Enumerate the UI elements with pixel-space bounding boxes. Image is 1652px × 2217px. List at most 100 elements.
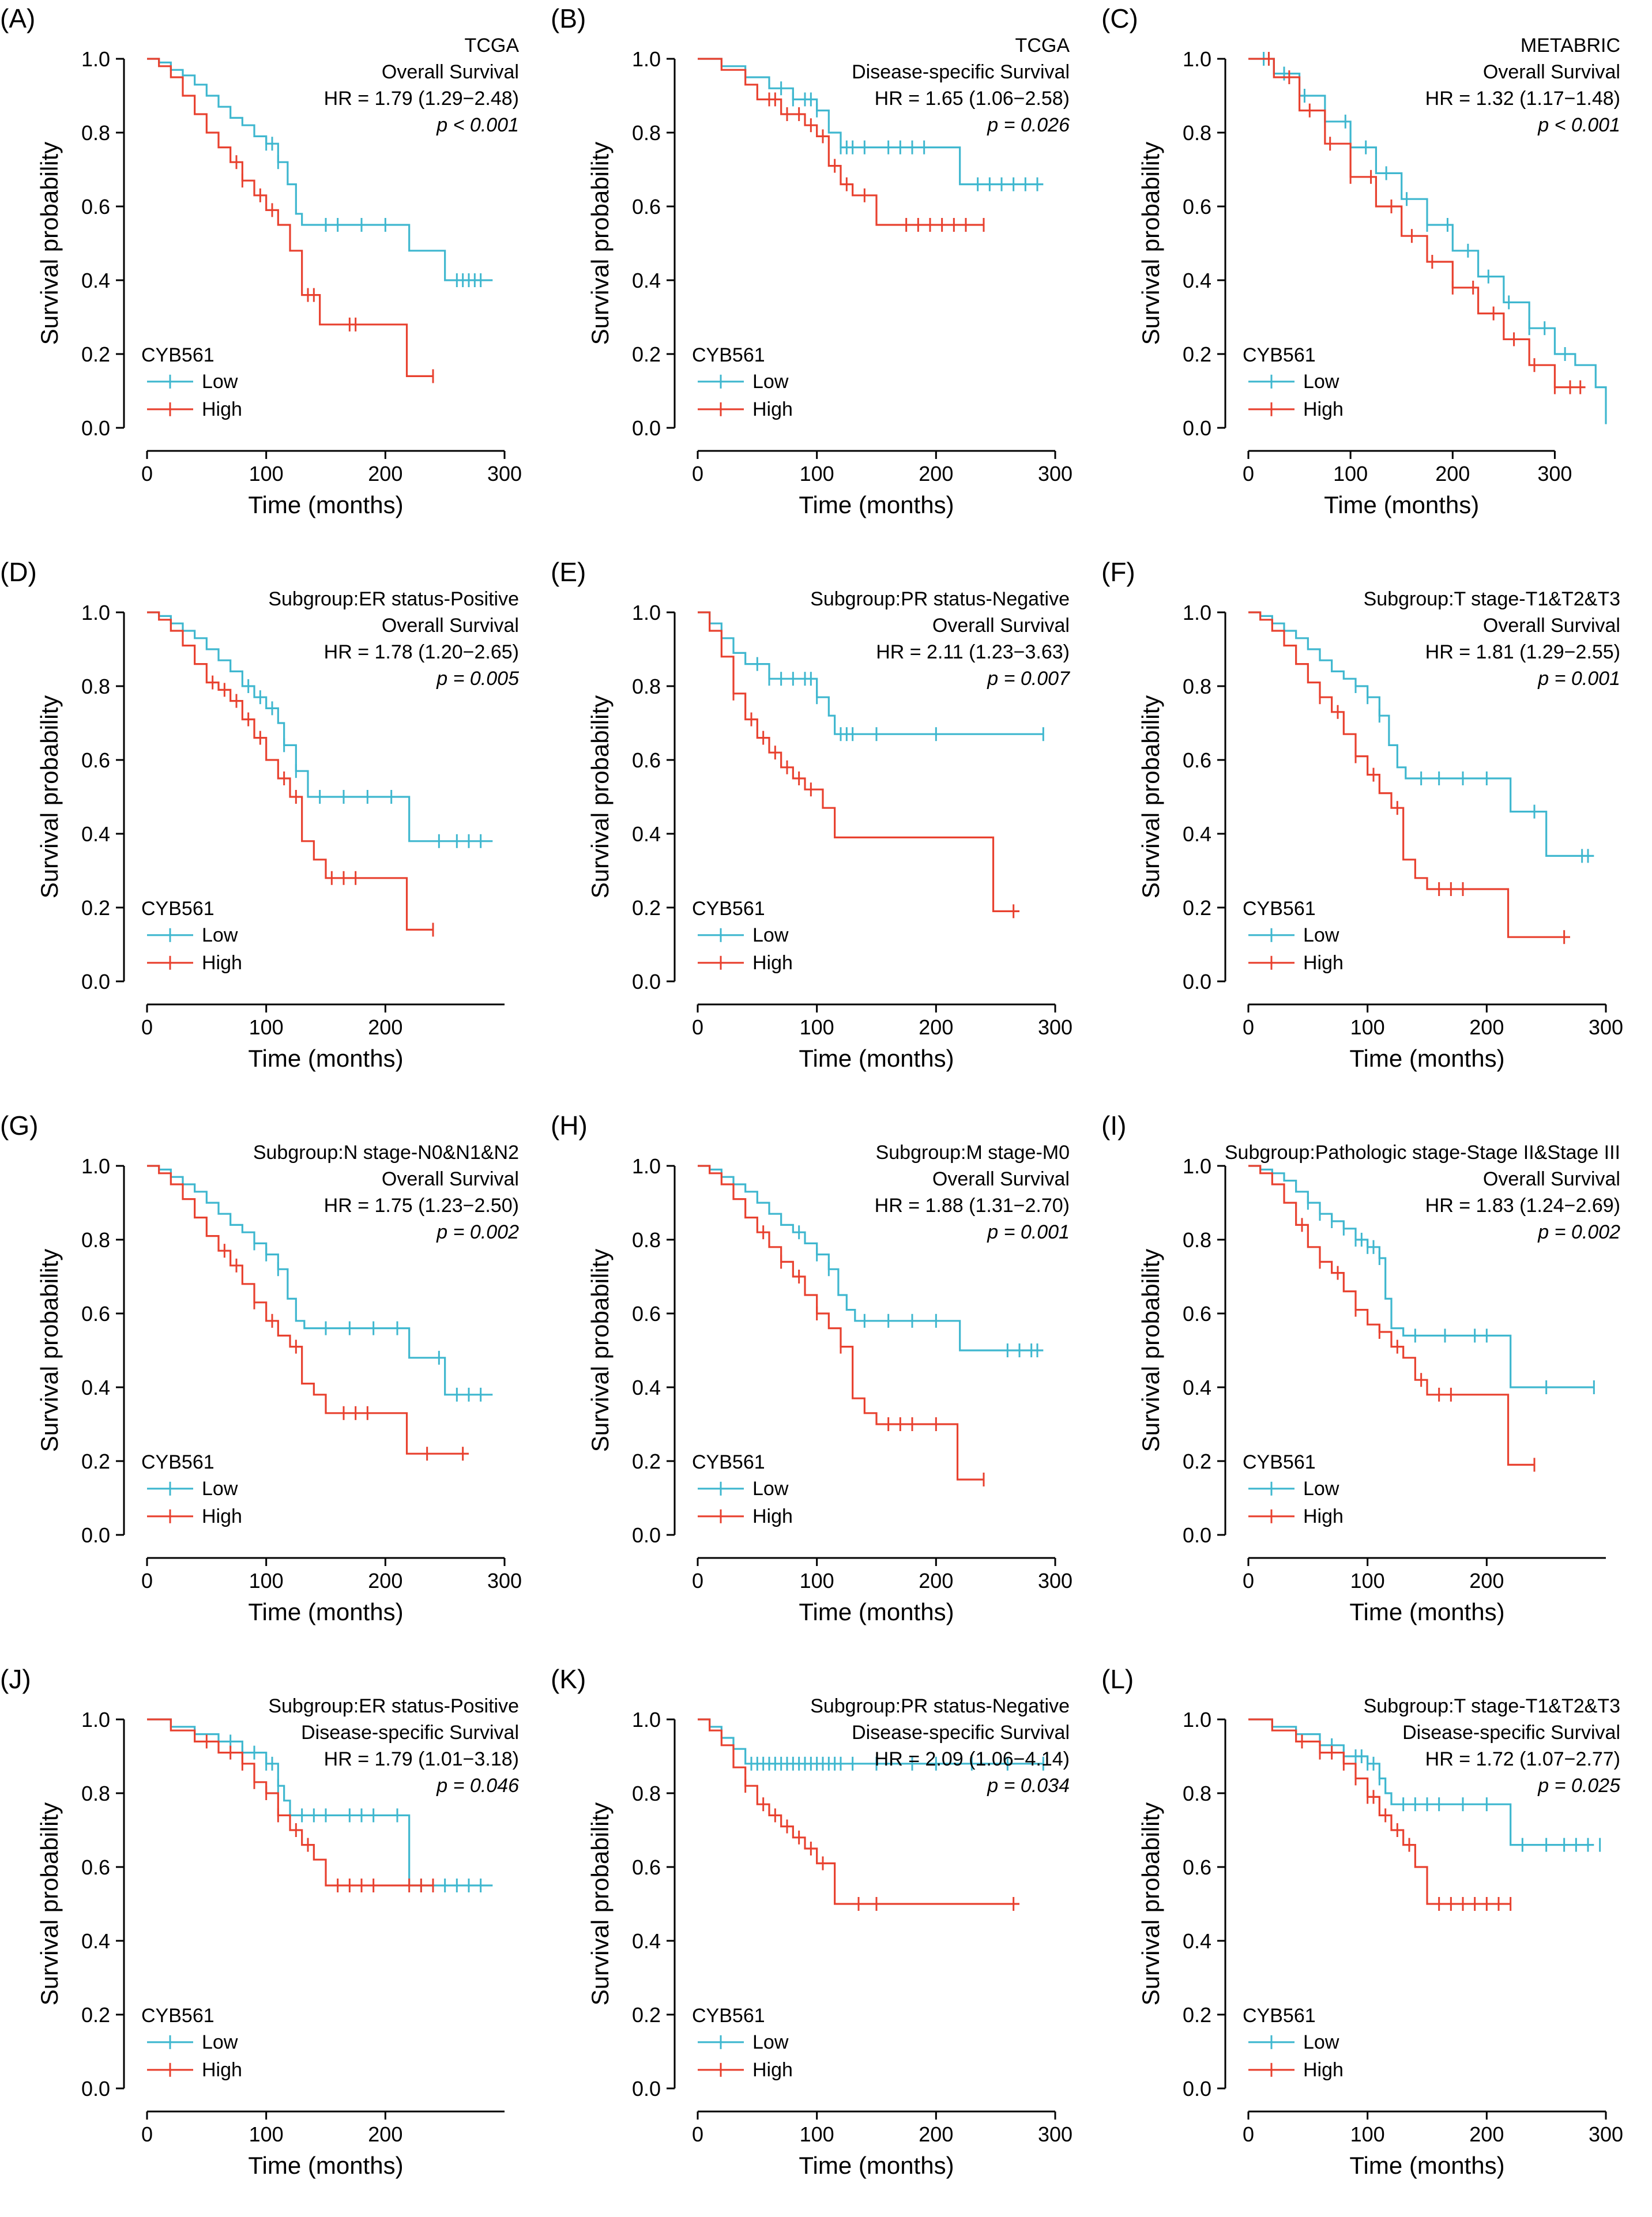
panel-label: (L) bbox=[1101, 1664, 1134, 1694]
km-chart: (D) 0.0 0.2 0.4 0.6 0.8 1.0 0 100 200 Time (months… bbox=[0, 557, 519, 1072]
legend-entry-low: Low bbox=[1303, 1478, 1339, 1500]
x-tick-label: 100 bbox=[800, 1015, 834, 1039]
legend-title: CYB561 bbox=[1243, 344, 1316, 366]
legend-title: CYB561 bbox=[692, 898, 765, 920]
legend-title: CYB561 bbox=[692, 344, 765, 366]
annotation-line: Overall Survival bbox=[382, 615, 519, 637]
legend-entry-high: High bbox=[752, 952, 793, 974]
km-panel-c: (C) 0.0 0.2 0.4 0.6 0.8 1.0 0 100 200 300 Time (mon… bbox=[1101, 0, 1652, 554]
annotation-line: p = 0.026 bbox=[987, 114, 1070, 136]
annotation-line: Subgroup:PR status-Negative bbox=[810, 1695, 1070, 1717]
legend-title: CYB561 bbox=[1243, 1451, 1316, 1473]
survival-curve-high bbox=[1248, 58, 1586, 389]
series-low bbox=[147, 1165, 493, 1402]
x-tick-label: 0 bbox=[1243, 462, 1254, 485]
series-high bbox=[147, 58, 434, 383]
annotation-line: Overall Survival bbox=[1483, 615, 1620, 637]
annotation-line: METABRIC bbox=[1521, 35, 1620, 57]
y-tick-label: 0.6 bbox=[632, 748, 661, 772]
panel-label: (B) bbox=[551, 3, 586, 33]
y-tick-label: 0.8 bbox=[81, 1782, 110, 1805]
annotation-line: HR = 1.78 (1.20−2.65) bbox=[324, 641, 519, 663]
legend: CYB561 Low High bbox=[141, 898, 242, 974]
legend-title: CYB561 bbox=[1243, 898, 1316, 920]
km-panel-g: (G) 0.0 0.2 0.4 0.6 0.8 1.0 0 100 200 300 Time (mon… bbox=[0, 1107, 551, 1661]
x-tick-label: 100 bbox=[249, 1569, 284, 1593]
x-axis-title: Time (months) bbox=[248, 1598, 403, 1625]
km-chart: (H) 0.0 0.2 0.4 0.6 0.8 1.0 0 100 200 300 Time (mon… bbox=[551, 1111, 1073, 1625]
annotation-line: Disease-specific Survival bbox=[1402, 1722, 1620, 1744]
series-low bbox=[698, 611, 1044, 741]
annotation-line: HR = 1.75 (1.23−2.50) bbox=[324, 1195, 519, 1217]
y-tick-label: 0.4 bbox=[81, 1929, 110, 1953]
annotation-line: Overall Survival bbox=[382, 61, 519, 83]
km-chart: (I) 0.0 0.2 0.4 0.6 0.8 1.0 0 100 200 Time (months… bbox=[1101, 1111, 1620, 1625]
survival-curve-low bbox=[147, 1718, 493, 1887]
annotation-line: HR = 1.65 (1.06−2.58) bbox=[875, 88, 1070, 110]
series-high bbox=[1248, 1718, 1512, 1911]
y-tick-label: 0.2 bbox=[81, 342, 110, 366]
y-tick-label: 0.6 bbox=[632, 195, 661, 219]
km-panel-k: (K) 0.0 0.2 0.4 0.6 0.8 1.0 0 100 200 300 Time (mon… bbox=[551, 1661, 1101, 2214]
legend: CYB561 Low High bbox=[692, 2005, 793, 2081]
annotation-line: p < 0.001 bbox=[1537, 114, 1620, 136]
legend: CYB561 Low High bbox=[692, 898, 793, 974]
y-tick-label: 0.0 bbox=[1183, 1523, 1211, 1547]
y-tick-label: 0.4 bbox=[632, 1929, 661, 1953]
annotation-line: Subgroup:N stage-N0&N1&N2 bbox=[253, 1142, 519, 1164]
series-high bbox=[147, 1718, 434, 1892]
y-tick-label: 1.0 bbox=[1183, 1708, 1211, 1732]
panel-label: (J) bbox=[0, 1664, 31, 1694]
annotation-line: HR = 1.32 (1.17−1.48) bbox=[1425, 88, 1620, 110]
x-tick-label: 300 bbox=[1038, 2122, 1073, 2146]
annotation-line: Overall Survival bbox=[1483, 1168, 1620, 1190]
km-chart: (L) 0.0 0.2 0.4 0.6 0.8 1.0 0 100 200 300 Time (mon… bbox=[1101, 1664, 1623, 2179]
y-tick-label: 0.2 bbox=[632, 1450, 661, 1473]
y-tick-label: 0.8 bbox=[632, 675, 661, 698]
x-tick-label: 0 bbox=[692, 1569, 703, 1593]
panel-label: (H) bbox=[551, 1111, 588, 1141]
x-tick-label: 0 bbox=[141, 1015, 153, 1039]
annotation-line: HR = 1.83 (1.24−2.69) bbox=[1425, 1195, 1620, 1217]
x-tick-label: 300 bbox=[1589, 1015, 1623, 1039]
y-tick-label: 0.6 bbox=[81, 195, 110, 219]
y-tick-label: 0.6 bbox=[81, 1302, 110, 1326]
y-tick-label: 1.0 bbox=[632, 601, 661, 624]
x-axis-title: Time (months) bbox=[1349, 2152, 1504, 2179]
series-low bbox=[147, 611, 493, 848]
y-tick-label: 0.4 bbox=[632, 1376, 661, 1399]
legend-title: CYB561 bbox=[141, 1451, 215, 1473]
y-tick-label: 0.4 bbox=[81, 1376, 110, 1399]
y-tick-label: 0.4 bbox=[1183, 269, 1211, 292]
x-tick-label: 300 bbox=[487, 462, 522, 485]
annotation-line: Subgroup:PR status-Negative bbox=[810, 588, 1070, 610]
y-tick-label: 0.2 bbox=[81, 1450, 110, 1473]
km-panel-j: (J) 0.0 0.2 0.4 0.6 0.8 1.0 0 100 200 Time (months… bbox=[0, 1661, 551, 2214]
x-tick-label: 100 bbox=[1333, 462, 1368, 485]
series-high bbox=[698, 1718, 1019, 1911]
annotation-line: HR = 1.79 (1.29−2.48) bbox=[324, 88, 519, 110]
y-tick-label: 1.0 bbox=[81, 601, 110, 624]
legend-entry-low: Low bbox=[202, 371, 238, 393]
series-low bbox=[147, 1718, 493, 1892]
panel-label: (G) bbox=[0, 1111, 38, 1141]
y-axis-title: Survival probability bbox=[1137, 1249, 1164, 1452]
x-tick-label: 0 bbox=[141, 1569, 153, 1593]
y-tick-label: 0.6 bbox=[1183, 1855, 1211, 1879]
x-tick-label: 200 bbox=[919, 1015, 953, 1039]
annotation-line: Subgroup:ER status-Positive bbox=[268, 588, 519, 610]
x-axis-title: Time (months) bbox=[799, 491, 954, 518]
x-tick-label: 100 bbox=[1350, 1569, 1385, 1593]
x-axis-title: Time (months) bbox=[799, 1598, 954, 1625]
legend-title: CYB561 bbox=[141, 344, 215, 366]
y-axis-title: Survival probability bbox=[586, 1802, 614, 2006]
y-axis-title: Survival probability bbox=[36, 1249, 63, 1452]
annotation-line: p < 0.001 bbox=[436, 114, 519, 136]
y-tick-label: 0.2 bbox=[632, 2003, 661, 2027]
km-panel-b: (B) 0.0 0.2 0.4 0.6 0.8 1.0 0 100 200 300 Time (mon… bbox=[551, 0, 1101, 554]
legend-entry-low: Low bbox=[1303, 371, 1339, 393]
x-axis-title: Time (months) bbox=[799, 2152, 954, 2179]
km-chart: (F) 0.0 0.2 0.4 0.6 0.8 1.0 0 100 200 300 Time (mon… bbox=[1101, 557, 1623, 1072]
legend: CYB561 Low High bbox=[141, 2005, 242, 2081]
x-axis-title: Time (months) bbox=[799, 1045, 954, 1072]
